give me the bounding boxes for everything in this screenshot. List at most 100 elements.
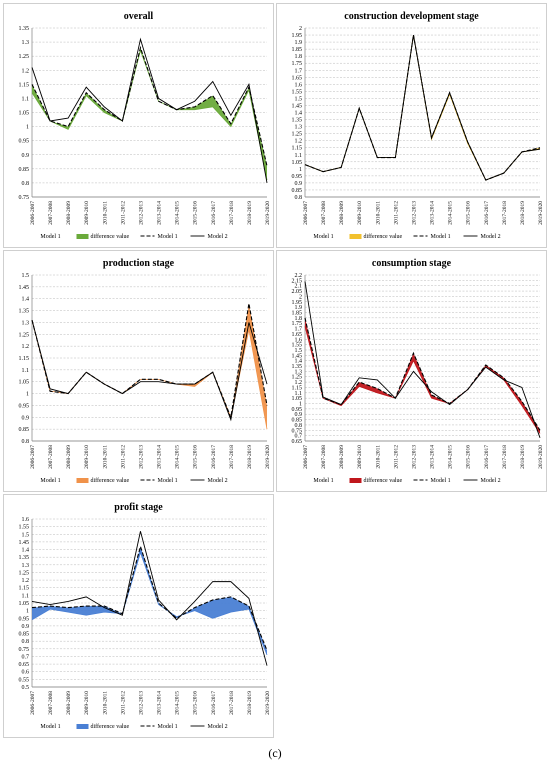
x-tick-label: 2006-2007: [303, 445, 309, 469]
y-tick-label: 1: [26, 609, 29, 615]
y-tick-label: 1.55: [292, 343, 303, 349]
legend-label: difference value: [91, 723, 130, 730]
x-tick-label: 2006-2007: [30, 201, 36, 225]
difference-area: [305, 317, 540, 434]
chart-overall: overall 0.75 0.8 0.85 0.9 0.95 1 1.05 1.1 1.15 1.…: [3, 3, 274, 248]
y-tick-label: 1.45: [292, 103, 303, 109]
y-tick-label: 0.85: [292, 188, 303, 194]
y-tick-label: 1.2: [22, 68, 30, 74]
y-tick-label: 0.75: [292, 428, 303, 434]
x-tick-label: 2008-2009: [339, 445, 345, 469]
model1-dashed-line: [304, 34, 541, 181]
y-tick-label: 1.5: [295, 348, 303, 354]
chart-consumption-stage: consumption stage 0.65 0.7 0.75 0.8 0.85 0.9 0…: [276, 250, 547, 492]
x-tick-label: 2006-2007: [30, 691, 36, 715]
y-tick-label: 1.3: [295, 369, 303, 375]
x-tick-label: 2015-2016: [466, 201, 472, 225]
x-tick-label: 2011-2012: [120, 201, 126, 225]
x-tick-label: 2016-2017: [484, 201, 490, 225]
y-tick-label: 0.95: [19, 403, 30, 409]
chart-construction-development-stage: construction development stage 0.8 0.85 0.…: [276, 3, 547, 248]
chart-plot: 0.80.850.90.9511.051.11.151.21.251.31.35…: [292, 26, 545, 240]
y-tick-label: 1.35: [19, 26, 30, 32]
y-tick-label: 0.9: [22, 153, 30, 159]
y-tick-label: 1.15: [19, 82, 30, 88]
x-tick-label: 2011-2012: [393, 201, 399, 225]
y-tick-label: 0.95: [19, 139, 30, 145]
x-tick-label: 2012-2013: [411, 445, 417, 469]
x-tick-label: 2015-2016: [193, 201, 199, 225]
model1-dashed-line: [31, 303, 268, 420]
y-tick-label: 1.15: [19, 586, 30, 592]
y-tick-label: 0.8: [295, 195, 303, 201]
y-tick-label: 0.6: [22, 670, 30, 676]
y-tick-label: 1.55: [292, 89, 303, 95]
x-tick-label: 2009-2010: [84, 201, 90, 225]
y-tick-label: 1.45: [19, 540, 30, 546]
y-tick-label: 1.15: [19, 356, 30, 362]
y-tick-label: 1.7: [295, 68, 303, 74]
y-tick-label: 1.3: [22, 563, 30, 569]
y-tick-label: 1.05: [292, 160, 303, 166]
model2-line: [304, 34, 541, 181]
legend-label: Model 2: [481, 234, 501, 240]
y-tick-label: 0.8: [22, 639, 30, 645]
x-tick-label: 2016-2017: [211, 445, 217, 469]
x-tick-label: 2018-2019: [247, 445, 253, 469]
x-tick-label: 2019-2020: [538, 201, 544, 225]
y-tick-label: 0.75: [19, 647, 30, 653]
y-tick-label: 0.85: [19, 427, 30, 433]
x-tick-label: 2007-2008: [321, 201, 327, 225]
x-tick-label: 2011-2012: [393, 445, 399, 469]
chart-title: consumption stage: [371, 258, 452, 269]
x-tick-label: 2014-2015: [175, 445, 181, 469]
y-tick-label: 1.05: [292, 396, 303, 402]
y-tick-label: 1.25: [19, 54, 30, 60]
chart-plot: 0.75 0.8 0.85 0.9 0.95 1 1.05 1.1 1.15 1.2 1.25 1.3…: [19, 26, 272, 240]
y-tick-label: 1.35: [19, 555, 30, 561]
x-tick-label: 2015-2016: [193, 691, 199, 715]
x-tick-label: 2012-2013: [138, 201, 144, 225]
x-tick-label: 2017-2018: [502, 201, 508, 225]
legend-label: Model 1: [40, 724, 60, 730]
y-tick-label: 1.5: [22, 532, 30, 538]
legend-label: Model 1: [313, 234, 333, 240]
y-tick-label: 1.6: [22, 517, 30, 523]
x-tick-label: 2019-2020: [538, 445, 544, 469]
y-tick-label: 0.9: [22, 415, 30, 421]
chart-plot: 0.80.850.90.9511.051.11.151.21.251.31.35…: [19, 273, 272, 484]
y-tick-label: 1.95: [292, 300, 303, 306]
y-tick-label: 1.5: [295, 96, 303, 102]
legend-label: Model 1: [431, 234, 451, 240]
y-tick-label: 1.5: [22, 273, 30, 279]
x-tick-label: 2007-2008: [48, 691, 54, 715]
x-tick-label: 2009-2010: [84, 445, 90, 469]
y-tick-label: 1.8: [295, 54, 303, 60]
y-tick-label: 1.7: [295, 327, 303, 333]
y-tick-label: 1.35: [292, 364, 303, 370]
y-tick-label: 0.7: [295, 434, 303, 440]
y-tick-label: 0.85: [292, 418, 303, 424]
y-tick-label: 0.85: [19, 632, 30, 638]
figure-caption: (c): [268, 746, 282, 760]
x-tick-label: 2010-2011: [102, 691, 108, 715]
legend-label: Model 2: [208, 724, 228, 730]
y-tick-label: 1: [299, 402, 302, 408]
x-tick-label: 2013-2014: [157, 201, 163, 225]
y-tick-label: 0.7: [22, 654, 30, 660]
x-tick-label: 2017-2018: [502, 445, 508, 469]
chart-title: construction development stage: [344, 11, 479, 22]
y-tick-label: 1.75: [292, 61, 303, 67]
y-tick-label: 0.95: [19, 616, 30, 622]
y-tick-label: 1.2: [22, 344, 30, 350]
chart-plot: 0.5 0.550.6 0.65 0.70.75 0.80.85 0.9 0.951 1.05…: [19, 517, 272, 730]
legend-label: Model 1: [313, 478, 333, 484]
y-tick-label: 1.35: [19, 309, 30, 315]
y-tick-label: 0.8: [22, 181, 30, 187]
y-tick-label: 0.9: [295, 412, 303, 418]
legend-label: Model 1: [158, 478, 178, 484]
y-tick-label: 1.2: [295, 139, 303, 145]
chart-production-stage: production stage 0.8 0.85 0.9 0.95 1 1.05 1.1 1…: [3, 250, 274, 492]
x-tick-label: 2008-2009: [339, 201, 345, 225]
y-tick-label: 1.25: [292, 132, 303, 138]
